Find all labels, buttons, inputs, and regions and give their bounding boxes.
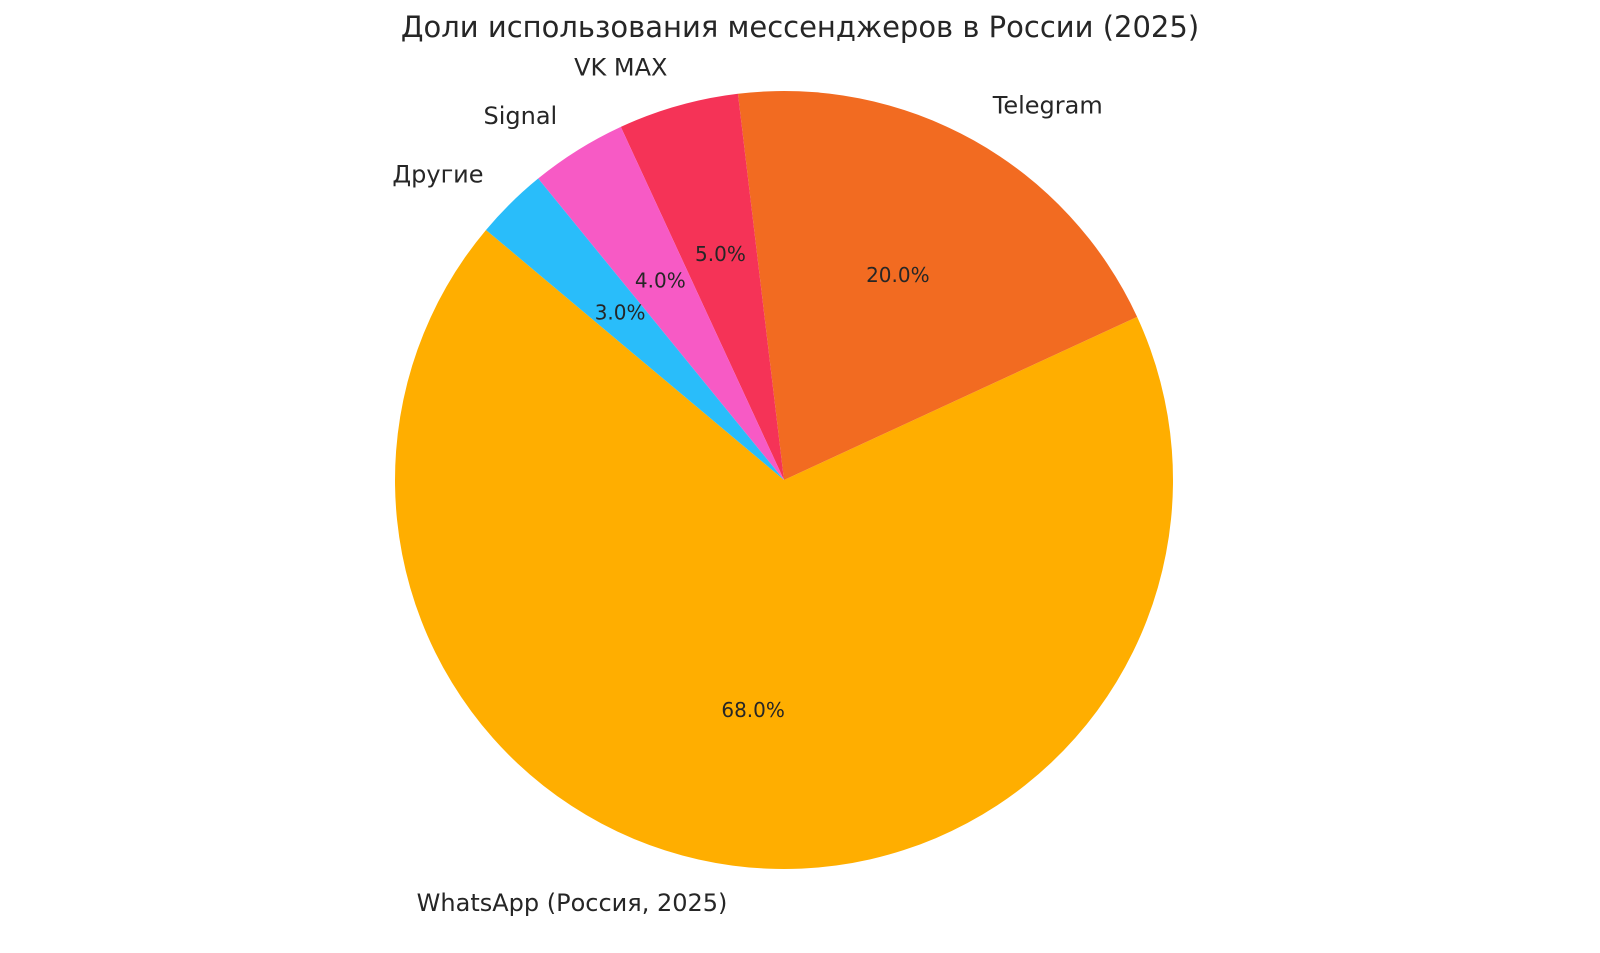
pie-slice [486, 178, 784, 480]
pie-slice [538, 126, 784, 480]
pie-slice [620, 93, 784, 480]
value-label: 3.0% [595, 300, 646, 324]
value-label: 4.0% [635, 269, 686, 293]
pie-slice [394, 229, 1174, 869]
slice-label: Другие [392, 160, 483, 188]
value-label: 5.0% [695, 242, 746, 266]
slice-label: Signal [484, 102, 558, 130]
chart-title: Доли использования мессенджеров в России… [401, 10, 1199, 44]
slice-label: VK MAX [574, 53, 667, 81]
value-label: 20.0% [866, 263, 930, 287]
value-label: 68.0% [721, 698, 785, 722]
slice-label: Telegram [992, 91, 1103, 119]
pie-slice [737, 91, 1138, 481]
slice-label: WhatsApp (Россия, 2025) [417, 889, 728, 917]
